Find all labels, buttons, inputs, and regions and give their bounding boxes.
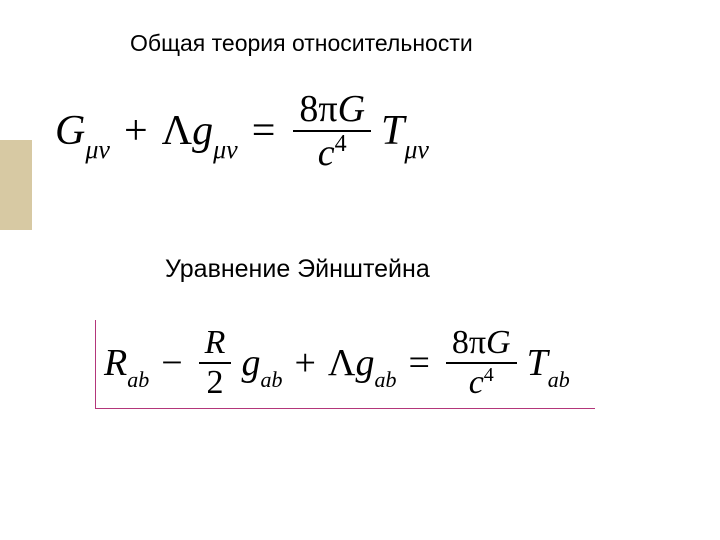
fraction-denominator: 2 <box>207 364 224 400</box>
term-T-ab: Tab <box>527 341 570 385</box>
fraction-numerator: 8πG <box>293 90 371 132</box>
term-R-ab: Rab <box>104 341 149 385</box>
equals-sign: = <box>252 107 276 155</box>
title-general-relativity: Общая теория относительности <box>130 30 473 57</box>
decorative-sidebar-strip <box>0 140 32 230</box>
equals-sign: = <box>408 341 429 385</box>
term-Lambda-g-munu: Λgμν <box>162 107 238 155</box>
fraction-numerator: R <box>199 326 232 364</box>
title-einstein-equation: Уравнение Эйнштейна <box>165 255 430 284</box>
fraction-denominator: c4 <box>318 132 347 172</box>
term-g-ab-1: gab <box>241 341 282 385</box>
minus-sign: − <box>161 341 182 385</box>
term-T-munu: Tμν <box>381 107 429 155</box>
fraction-numerator: 8πG <box>446 326 517 364</box>
fraction-denominator: c4 <box>469 364 494 400</box>
equation-einstein-wrap: Rab − R 2 gab + Λgab = 8πG c4 Tab <box>95 320 595 409</box>
term-G-munu: Gμν <box>55 107 110 155</box>
term-Lambda-g-ab: Λgab <box>328 341 397 385</box>
equation-einstein: Rab − R 2 gab + Λgab = 8πG c4 Tab <box>104 326 587 400</box>
equation-field-equations: Gμν + Λgμν = 8πG c4 Tμν <box>55 90 429 172</box>
fraction-8piG-over-c4: 8πG c4 <box>446 326 517 400</box>
plus-sign: + <box>294 341 315 385</box>
fraction-8piG-over-c4: 8πG c4 <box>293 90 371 172</box>
fraction-R-over-2: R 2 <box>199 326 232 400</box>
plus-sign: + <box>124 107 148 155</box>
